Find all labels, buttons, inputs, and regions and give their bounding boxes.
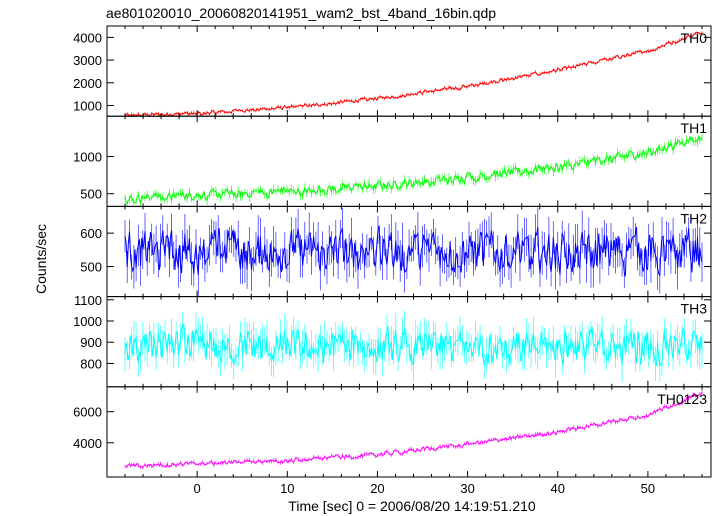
series-th0-errorbars bbox=[124, 31, 703, 117]
panel-label-th3: TH3 bbox=[681, 301, 708, 317]
y-tick-label: 500 bbox=[80, 187, 102, 202]
y-axis-label: Counts/sec bbox=[33, 224, 49, 294]
panel-frame bbox=[106, 25, 712, 117]
panel-label-th2: TH2 bbox=[681, 210, 708, 226]
y-tick-label: 900 bbox=[80, 335, 102, 350]
panel-th0123: 4000 6000 TH0123 bbox=[73, 386, 712, 478]
series-th0123-errorbars bbox=[124, 390, 703, 470]
x-tick-label: 40 bbox=[551, 481, 565, 496]
x-axis-label: Time [sec] 0 = 2006/08/20 14:19:51.210 bbox=[288, 498, 536, 514]
y-tick-label: 1000 bbox=[73, 149, 102, 164]
series-th3 bbox=[124, 322, 703, 368]
series-th1-errorbars bbox=[124, 133, 703, 207]
y-tick-label: 6000 bbox=[73, 405, 102, 420]
series-th0123 bbox=[124, 391, 703, 469]
y-tick-label: 2000 bbox=[73, 76, 102, 91]
y-tick-label: 800 bbox=[80, 356, 102, 371]
chart-title: ae801020010_20060820141951_wam2_bst_4ban… bbox=[106, 5, 496, 21]
panel-label-th0: TH0 bbox=[681, 30, 708, 46]
y-tick-label: 1100 bbox=[74, 293, 102, 308]
x-tick-label: 30 bbox=[460, 481, 474, 496]
panel-th2: 500 600 TH2 bbox=[80, 205, 712, 298]
y-tick-label: 1000 bbox=[73, 99, 102, 114]
x-tick-label: 50 bbox=[641, 481, 655, 496]
series-th2 bbox=[124, 225, 703, 277]
x-tick-label: 10 bbox=[280, 481, 294, 496]
panel-th1: 500 1000 TH1 bbox=[73, 115, 712, 207]
panel-th3: 800 900 1000 1100 TH3 bbox=[73, 293, 712, 388]
x-tick-label: 0 bbox=[194, 481, 201, 496]
x-tick-label: 20 bbox=[370, 481, 384, 496]
panel-th0: 1000 2000 3000 4000 TH0 bbox=[73, 25, 712, 118]
y-tick-label: 500 bbox=[80, 260, 102, 275]
y-tick-label: 3000 bbox=[73, 53, 102, 68]
panel-frame bbox=[106, 386, 712, 478]
y-tick-label: 1000 bbox=[73, 314, 102, 329]
panel-label-th1: TH1 bbox=[681, 120, 708, 136]
series-th1 bbox=[124, 135, 703, 205]
panel-label-th0123: TH0123 bbox=[657, 391, 707, 407]
y-tick-label: 600 bbox=[80, 226, 102, 241]
y-tick-label: 4000 bbox=[73, 436, 102, 451]
series-th0 bbox=[124, 31, 703, 118]
y-tick-label: 4000 bbox=[73, 30, 102, 45]
panel-frame bbox=[106, 115, 712, 207]
